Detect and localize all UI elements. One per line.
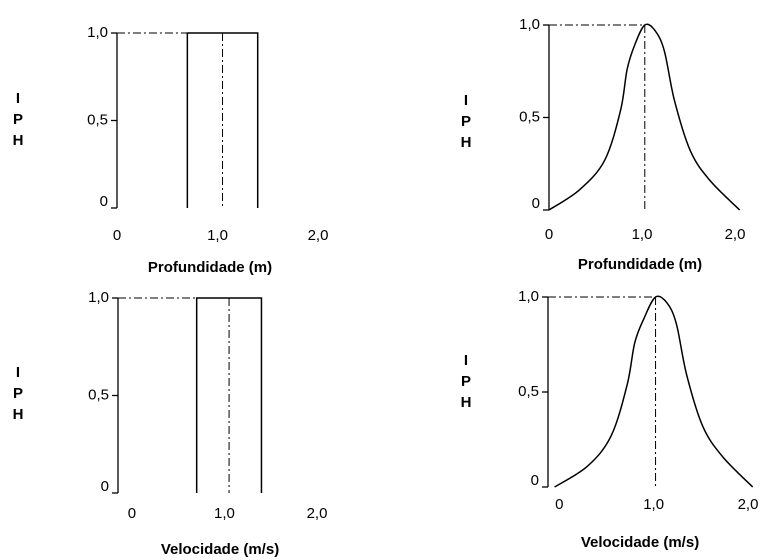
- x-axis-label: Profundidade (m): [148, 259, 272, 276]
- y-tick-label: 0: [532, 195, 540, 212]
- x-tick-label: 1,0: [214, 505, 235, 522]
- x-tick-label: 1,0: [632, 226, 653, 243]
- y-tick-label: 1,0: [519, 16, 540, 33]
- x-tick-label: 0: [555, 496, 563, 513]
- curve: [186, 32, 259, 208]
- x-tick-label: 1,0: [207, 227, 228, 244]
- y-tick-label: 0: [531, 472, 539, 489]
- y-tick-label: 1,0: [87, 24, 108, 41]
- y-tick-label: 0: [100, 193, 108, 210]
- curve: [548, 23, 741, 211]
- x-tick-label: 0: [113, 227, 121, 244]
- x-tick-label: 0: [545, 226, 553, 243]
- y-tick-label: 0,5: [518, 383, 539, 400]
- x-axis-label: Velocidade (m/s): [161, 541, 279, 558]
- y-tick-label: 1,0: [518, 288, 539, 305]
- y-tick-label: 0,5: [88, 386, 109, 403]
- y-tick-label: 0,5: [87, 111, 108, 128]
- y-axis-label: IPH: [10, 90, 27, 153]
- x-tick-label: 2,0: [738, 496, 759, 513]
- y-axis-label: IPH: [458, 352, 475, 415]
- y-tick-label: 0,5: [519, 108, 540, 125]
- x-axis-label: Velocidade (m/s): [581, 534, 699, 551]
- x-tick-label: 2,0: [308, 227, 329, 244]
- y-tick-label: 1,0: [88, 289, 109, 306]
- y-axis-label: IPH: [458, 92, 475, 155]
- x-tick-label: 2,0: [307, 505, 328, 522]
- y-axis-label: IPH: [10, 364, 27, 427]
- x-axis-label: Profundidade (m): [578, 256, 702, 273]
- curve: [554, 295, 754, 488]
- x-tick-label: 0: [128, 505, 136, 522]
- x-tick-label: 1,0: [643, 496, 664, 513]
- x-tick-label: 2,0: [725, 226, 746, 243]
- y-tick-label: 0: [101, 478, 109, 495]
- curve: [195, 297, 263, 493]
